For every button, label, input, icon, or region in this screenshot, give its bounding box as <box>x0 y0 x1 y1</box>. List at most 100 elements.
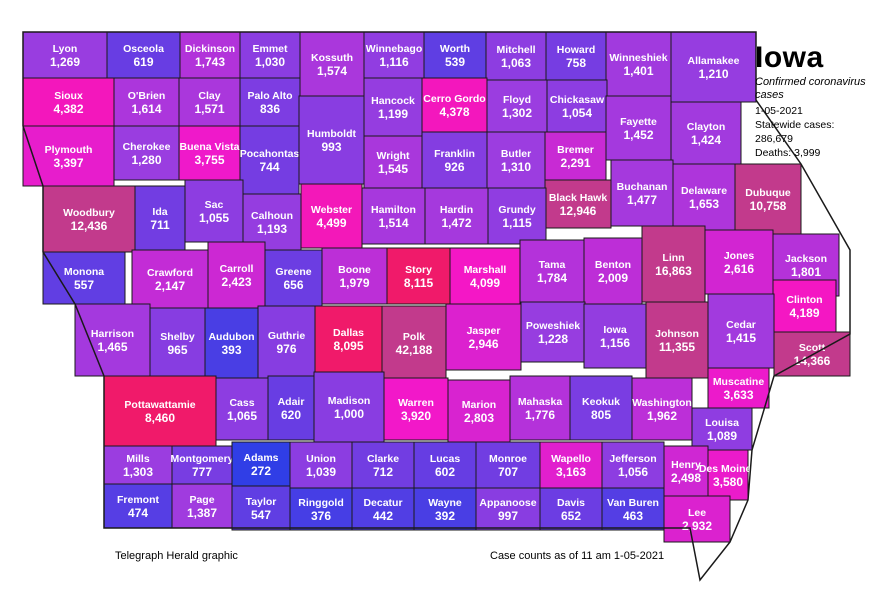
county-shape <box>103 375 217 447</box>
county-name-label: Mitchell <box>496 44 535 56</box>
county-name-label: Dubuque <box>745 187 791 199</box>
county-name-label: Winneshiek <box>609 52 667 64</box>
county-name-label: Johnson <box>655 328 699 340</box>
map-title: Iowa <box>755 41 824 74</box>
county-case-count: 656 <box>283 278 303 292</box>
county-shape <box>386 247 451 305</box>
county-name-label: Pocahontas <box>240 148 300 160</box>
county-shape <box>605 31 672 97</box>
county-shape <box>184 179 244 243</box>
county-name-label: Jefferson <box>609 453 656 465</box>
county-name-label: Plymouth <box>45 144 93 156</box>
county-name-label: Grundy <box>498 204 535 216</box>
county-case-count: 1,302 <box>502 106 532 120</box>
county-shape <box>421 131 488 189</box>
county-case-count: 619 <box>133 55 153 69</box>
county-case-count: 1,303 <box>123 465 153 479</box>
county-name-label: Benton <box>595 259 631 271</box>
graphic-credit: Telegraph Herald graphic <box>115 550 238 562</box>
state-outline <box>22 31 851 582</box>
county-name-label: Shelby <box>160 331 195 343</box>
county-name-label: Keokuk <box>582 396 620 408</box>
county-name-label: Buena Vista <box>180 141 240 153</box>
county-shape <box>486 131 546 189</box>
county-name-label: Webster <box>311 204 352 216</box>
county-case-count: 3,920 <box>401 409 431 423</box>
county-case-count: 10,758 <box>750 199 787 213</box>
county-name-label: Sac <box>205 199 224 211</box>
county-case-count: 620 <box>281 408 301 422</box>
county-case-count: 392 <box>435 509 455 523</box>
county-name-label: Hancock <box>371 95 415 107</box>
county-name-label: Madison <box>328 395 371 407</box>
county-name-label: Clay <box>198 90 220 102</box>
county-name-label: Clayton <box>687 121 726 133</box>
county-shape <box>583 303 647 369</box>
county-case-count: 1,116 <box>379 55 409 69</box>
county-case-count: 547 <box>251 508 271 522</box>
county-shape <box>381 305 447 381</box>
county-shape <box>413 441 477 489</box>
county-case-count: 3,580 <box>713 475 743 489</box>
county-name-label: Lucas <box>430 453 461 465</box>
county-name-label: Lee <box>688 507 706 519</box>
county-name-label: Greene <box>275 266 311 278</box>
county-case-count: 1,156 <box>600 336 630 350</box>
county-shape <box>421 77 488 133</box>
county-case-count: 805 <box>591 408 611 422</box>
county-name-label: Bremer <box>557 144 594 156</box>
county-case-count: 1,199 <box>378 107 408 121</box>
county-shape <box>351 487 415 531</box>
county-name-label: Adair <box>278 396 305 408</box>
county-case-count: 1,065 <box>227 409 257 423</box>
county-case-count: 1,115 <box>502 216 532 230</box>
county-shape <box>106 31 181 79</box>
county-shape <box>300 183 363 249</box>
county-shape <box>215 377 269 441</box>
county-case-count: 993 <box>321 140 341 154</box>
county-shape <box>103 483 173 529</box>
county-name-label: Fremont <box>117 494 160 506</box>
county-case-count: 1,056 <box>618 465 648 479</box>
county-shape <box>113 125 180 181</box>
county-case-count: 1,574 <box>317 64 347 78</box>
county-name-label: Cherokee <box>123 141 171 153</box>
county-case-count: 1,962 <box>647 409 677 423</box>
county-name-label: Butler <box>501 148 531 160</box>
county-name-label: Emmet <box>252 43 288 55</box>
county-name-label: Jones <box>724 250 755 262</box>
county-case-count: 2,932 <box>682 519 712 533</box>
county-case-count: 976 <box>276 342 296 356</box>
county-case-count: 8,460 <box>145 411 175 425</box>
county-shape <box>22 31 108 79</box>
